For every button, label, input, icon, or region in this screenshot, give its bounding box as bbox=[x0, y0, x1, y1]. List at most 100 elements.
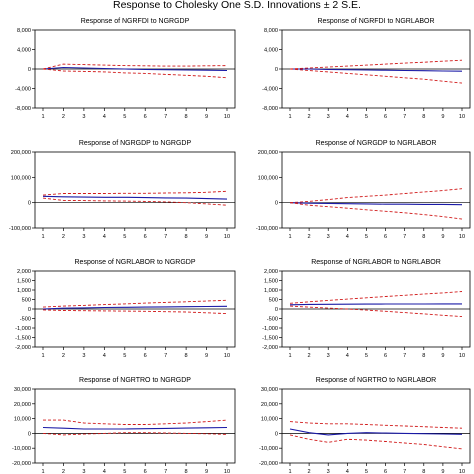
x-tick-label: 8 bbox=[422, 353, 425, 359]
upper-band-line bbox=[42, 299, 228, 308]
y-tick-label: 10,000 bbox=[14, 417, 31, 423]
x-tick-label: 4 bbox=[103, 469, 106, 474]
x-tick-label: 5 bbox=[365, 353, 368, 359]
x-tick-label: 9 bbox=[441, 234, 444, 240]
x-tick-label: 7 bbox=[403, 114, 406, 120]
x-tick-label: 7 bbox=[403, 469, 406, 474]
x-tick-label: 5 bbox=[365, 234, 368, 240]
x-tick-label: 8 bbox=[185, 469, 188, 474]
x-tick-label: 7 bbox=[164, 114, 167, 120]
upper-band-line bbox=[289, 59, 463, 70]
x-tick-label: 6 bbox=[144, 469, 147, 474]
upper-band-line bbox=[289, 421, 463, 429]
panel-grid: Response of NGRFDI to NGRGDP 8,000 4,000 0 -… bbox=[9, 18, 471, 474]
y-tick-label: 1,500 bbox=[264, 279, 278, 285]
x-tick-label: 6 bbox=[144, 234, 147, 240]
y-tick-label: 8,000 bbox=[264, 28, 278, 34]
y-tick-label: -20,000 bbox=[259, 461, 278, 467]
y-tick-label: -4,000 bbox=[15, 87, 31, 93]
response-line bbox=[290, 68, 463, 72]
y-tick-label: -100,000 bbox=[9, 226, 31, 232]
x-tick-label: 1 bbox=[288, 234, 291, 240]
y-tick-label: -2,000 bbox=[262, 345, 278, 351]
y-tick-label: 1,000 bbox=[264, 288, 278, 294]
x-tick-label: 10 bbox=[459, 114, 465, 120]
x-tick-label: 10 bbox=[224, 353, 230, 359]
panel-title: Response of NGRTRO to NGRGDP bbox=[79, 377, 191, 384]
lower-band-line bbox=[42, 197, 228, 206]
x-tick-label: 1 bbox=[41, 114, 44, 120]
x-tick-label: 6 bbox=[384, 353, 387, 359]
x-tick-label: 8 bbox=[185, 353, 188, 359]
x-tick-label: 10 bbox=[459, 234, 465, 240]
panel-title: Response of NGRGDP to NGRGDP bbox=[79, 140, 192, 147]
x-tick-label: 10 bbox=[459, 469, 465, 474]
x-tick-label: 3 bbox=[327, 469, 330, 474]
x-tick-label: 8 bbox=[185, 234, 188, 240]
irf-panel: Response of NGRFDI to NGRGDP 8,000 4,000 0 -… bbox=[15, 18, 236, 120]
y-tick-label: 8,000 bbox=[17, 28, 31, 34]
panel-title: Response of NGRFDI to NGRLABOR bbox=[317, 18, 434, 25]
x-tick-label: 5 bbox=[123, 353, 126, 359]
x-tick-label: 1 bbox=[41, 469, 44, 474]
x-tick-label: 10 bbox=[459, 353, 465, 359]
lower-band-line bbox=[289, 305, 463, 318]
lower-band-line bbox=[42, 432, 228, 436]
upper-band-line bbox=[289, 291, 463, 304]
x-tick-label: 4 bbox=[346, 469, 349, 474]
plot-frame bbox=[281, 151, 471, 229]
x-tick-label: 3 bbox=[82, 114, 85, 120]
x-tick-label: 4 bbox=[346, 114, 349, 120]
x-tick-label: 8 bbox=[422, 234, 425, 240]
x-tick-label: 3 bbox=[82, 469, 85, 474]
y-tick-label: 4,000 bbox=[264, 48, 278, 54]
x-tick-label: 4 bbox=[103, 234, 106, 240]
y-tick-label: 30,000 bbox=[14, 387, 31, 393]
y-tick-label: -500 bbox=[267, 317, 278, 323]
panel-title: Response of NGRLABOR to NGRGDP bbox=[75, 259, 196, 266]
x-tick-label: 4 bbox=[103, 114, 106, 120]
y-tick-label: -1,500 bbox=[15, 336, 31, 342]
irf-panel: Response of NGRFDI to NGRLABOR 8,000 4,000… bbox=[262, 18, 471, 120]
x-tick-label: 9 bbox=[441, 353, 444, 359]
irf-panel: Response of NGRGDP to NGRLABOR200,000100… bbox=[256, 140, 471, 240]
x-tick-label: 10 bbox=[224, 234, 230, 240]
y-tick-label: -500 bbox=[20, 317, 31, 323]
x-tick-label: 1 bbox=[41, 234, 44, 240]
x-tick-label: 3 bbox=[327, 234, 330, 240]
y-tick-label: 500 bbox=[269, 298, 278, 304]
y-tick-label: -10,000 bbox=[12, 446, 31, 452]
x-tick-label: 3 bbox=[327, 353, 330, 359]
y-tick-label: -20,000 bbox=[12, 461, 31, 467]
y-tick-label: -10,000 bbox=[259, 446, 278, 452]
x-tick-label: 8 bbox=[422, 114, 425, 120]
response-line bbox=[289, 202, 463, 206]
x-tick-label: 7 bbox=[403, 353, 406, 359]
x-tick-label: 6 bbox=[144, 353, 147, 359]
x-tick-label: 9 bbox=[205, 234, 208, 240]
x-tick-label: 7 bbox=[164, 234, 167, 240]
x-tick-label: 2 bbox=[308, 234, 311, 240]
y-tick-label: 2,000 bbox=[264, 269, 278, 275]
x-tick-label: 2 bbox=[62, 114, 65, 120]
x-tick-label: 2 bbox=[62, 234, 65, 240]
x-tick-label: 9 bbox=[205, 469, 208, 474]
x-tick-label: 2 bbox=[308, 114, 311, 120]
upper-band-line bbox=[289, 188, 463, 204]
lower-band-line bbox=[289, 68, 463, 84]
response-line bbox=[42, 426, 228, 430]
x-tick-label: 5 bbox=[365, 469, 368, 474]
y-tick-label: 2,000 bbox=[17, 269, 31, 275]
y-tick-label: -8,000 bbox=[15, 106, 31, 112]
x-tick-label: 5 bbox=[123, 234, 126, 240]
x-tick-label: 1 bbox=[288, 469, 291, 474]
lower-band-line bbox=[42, 309, 228, 315]
y-tick-label: 0 bbox=[275, 431, 278, 437]
y-tick-label: 500 bbox=[22, 298, 31, 304]
y-tick-label: -1,000 bbox=[15, 326, 31, 332]
y-tick-label: 0 bbox=[275, 307, 278, 313]
y-tick-label: 20,000 bbox=[261, 402, 278, 408]
plot-frame bbox=[34, 151, 236, 229]
panel-title: Response of NGRFDI to NGRGDP bbox=[81, 18, 190, 25]
y-tick-label: -1,500 bbox=[262, 336, 278, 342]
